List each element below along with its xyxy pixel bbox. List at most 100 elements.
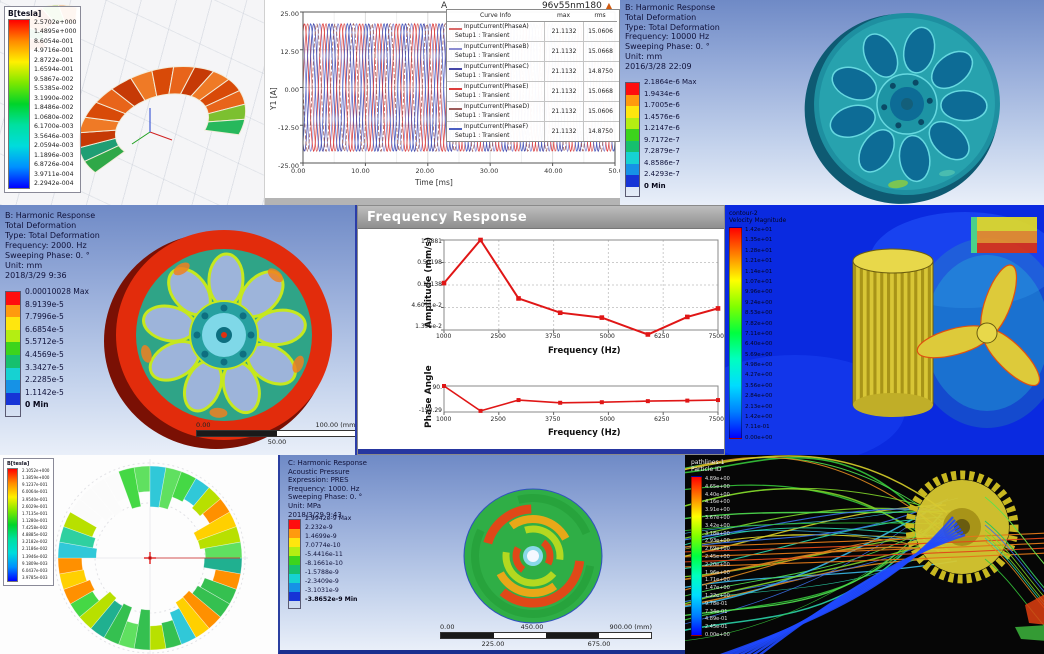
legend-values: 2.1864e-6 Max 1.9434e-6 1.7005e-6 1.4576e-6… — [644, 77, 696, 192]
tick-label: 3750 — [545, 333, 561, 340]
legend-value: 6.1700e-003 — [34, 123, 74, 131]
legend-band — [6, 317, 20, 330]
info-line: C: Harmonic Response — [288, 459, 367, 467]
legend-value: 2.232e-9 — [305, 524, 333, 531]
amplitude-x-ticks: 1000 2500 3750 5000 6250 7500 — [436, 333, 724, 340]
scale-ruler: 0.00 100.00 (mm) 50.00 — [196, 421, 357, 446]
legend-value: 2.9942e-9 Max — [305, 515, 352, 522]
particle-legend: pathlines-1 Particle ID 4.89e+00 4.65e+00 4… — [691, 459, 730, 638]
legend-value: 0 Min — [644, 181, 666, 190]
info-line: Frequency: 1000. Hz — [288, 484, 360, 493]
legend-value: 4.9716e-001 — [34, 47, 74, 55]
legend-band — [626, 106, 639, 118]
tick-label: -25.00 — [278, 162, 299, 170]
color-scale-bar — [8, 19, 30, 189]
legend-value: 1.4699e-9 — [305, 533, 337, 540]
legend-value: -3.8652e-9 Min — [305, 596, 358, 603]
legend-value: 0.00e+00 — [745, 434, 773, 441]
bfield-legend: B[tesla] 2.5702e+000 1.4895e+000 8.6054e-0… — [4, 6, 82, 193]
legend-value: 1.1896e-003 — [34, 151, 74, 159]
tick-label: 2500 — [490, 416, 506, 423]
legend-value: 4.4569e-5 — [25, 349, 64, 359]
curve-max: 21.1132 — [544, 62, 583, 81]
legend-title-line: contour-2 — [729, 210, 758, 217]
ruler-label: 900.00 (mm) — [609, 623, 652, 631]
ruler-label: 100.00 (mm) — [315, 421, 357, 429]
window-bottom-strip — [358, 449, 724, 454]
tick-label: 6250 — [654, 333, 670, 340]
panel-harmonic-response-10000hz: B: Harmonic Response Total Deformation Typ… — [620, 0, 1044, 205]
info-line: Sweeping Phase: 0. ° — [288, 493, 363, 502]
legend-value: 7.11e+00 — [745, 330, 773, 337]
legend-title-line: Velocity Magnitude — [729, 217, 787, 224]
tick-label: 0.15138 — [417, 280, 442, 288]
legend-value: 1.28e+01 — [745, 247, 773, 254]
legend-value: 9.78e-01 — [705, 600, 728, 607]
col-header: rms — [583, 10, 617, 22]
legend-values: 2.1052e+000 1.3859e+000 9.1237e-001 6.0064e… — [22, 468, 49, 580]
tick-label: 40.00 — [544, 167, 563, 175]
curve-name: InputCurrent(PhaseB) — [464, 43, 529, 50]
legend-band — [6, 292, 20, 305]
legend-value: 1.22e+00 — [705, 592, 730, 599]
curve-rms: 15.0668 — [583, 42, 617, 61]
tick-label: 0.50198 — [417, 259, 442, 267]
tick-label: -150.29 — [418, 407, 442, 414]
panel-maxwell-rotor-field: B[tesla] 2.1052e+000 1.3859e+000 9.1237e-0… — [0, 455, 278, 654]
legend-title: contour-2 Velocity Magnitude — [729, 210, 786, 224]
legend-band — [289, 529, 300, 538]
ruler-label: 225.00 — [481, 640, 505, 648]
legend-title-line: Particle ID — [691, 466, 722, 473]
legend-value: 4.89e+00 — [705, 476, 730, 482]
tick-label: 7500 — [708, 416, 724, 423]
legend-band — [289, 574, 300, 583]
curve-max: 21.1132 — [544, 42, 583, 61]
legend-value: 2.6029e-001 — [22, 503, 48, 509]
legend-value: 1.3859e+000 — [22, 475, 50, 481]
legend-value: 3.9711e-004 — [34, 170, 74, 178]
legend-values: 0.00010028 Max 8.9139e-5 7.7996e-5 6.6854e-… — [25, 286, 89, 412]
legend-value: 9.5867e-002 — [34, 75, 74, 83]
info-line: Type: Total Deformation — [625, 22, 720, 32]
legend-value: 4.65e+00 — [705, 483, 730, 490]
legend-band — [6, 380, 20, 393]
deformed-wheel-render — [104, 230, 332, 449]
legend-value: 2.2285e-5 — [25, 375, 64, 385]
legend-value: 3.9785e-003 — [22, 574, 48, 580]
curve-setup: Setup1 : Transient — [455, 112, 510, 119]
legend-band — [6, 354, 20, 368]
legend-value: 2.1186e-002 — [22, 546, 48, 552]
rotor-field-render — [52, 459, 248, 654]
legend-value: 6.40e+00 — [745, 341, 773, 348]
tick-label: 30.00 — [479, 167, 499, 175]
info-line: 2018/3/29 9:43 — [288, 510, 342, 519]
legend-value: 1.35e+01 — [745, 237, 773, 244]
legend-value: 1.42e+00 — [745, 414, 773, 421]
legend-value: 1.1142e-5 — [25, 387, 64, 397]
info-line: Expression: PRES — [288, 476, 349, 485]
curve-setup: Setup1 : Transient — [455, 72, 510, 79]
y-axis-label: Y1 [A] — [269, 87, 278, 110]
result-info-block: B: Harmonic Response Total Deformation Typ… — [625, 3, 720, 72]
legend-value: 7.34e-01 — [705, 608, 728, 615]
legend-colorbar — [625, 82, 640, 197]
curve-color-sample — [449, 128, 462, 130]
legend-value: 1.71e+00 — [705, 577, 730, 584]
legend-value: 1.9434e-6 — [644, 89, 680, 98]
legend-value: 2.93e+00 — [705, 538, 730, 545]
curve-name: InputCurrent(PhaseC) — [464, 63, 529, 70]
panel-input-current-plot: 25.00 12.50 0.00 -12.50 -25.00 0.00 10.00 20.0… — [264, 0, 620, 205]
legend-value: 5.5385e-002 — [34, 85, 74, 93]
legend-value: 1.8486e-002 — [34, 104, 74, 112]
legend-value: 9.24e+00 — [745, 299, 773, 306]
result-info-block: C: Harmonic Response Acoustic Pressure Exp… — [288, 459, 367, 519]
tick-label: 0.00 — [284, 86, 299, 94]
col-header: max — [544, 10, 583, 22]
frequency-response-charts — [441, 237, 721, 415]
legend-value: 1.1280e-001 — [22, 517, 48, 523]
curve-info-row: InputCurrent(PhaseF) Setup1 : Transient … — [447, 121, 619, 141]
legend-value: 1.7135e-001 — [22, 510, 48, 516]
legend-values: 4.89e+00 4.65e+00 4.40e+00 4.16e+00 3.91e+00… — [705, 476, 730, 638]
panel-frequency-response: Frequency Response Amplitude (mm/s) 1.68… — [357, 205, 725, 455]
